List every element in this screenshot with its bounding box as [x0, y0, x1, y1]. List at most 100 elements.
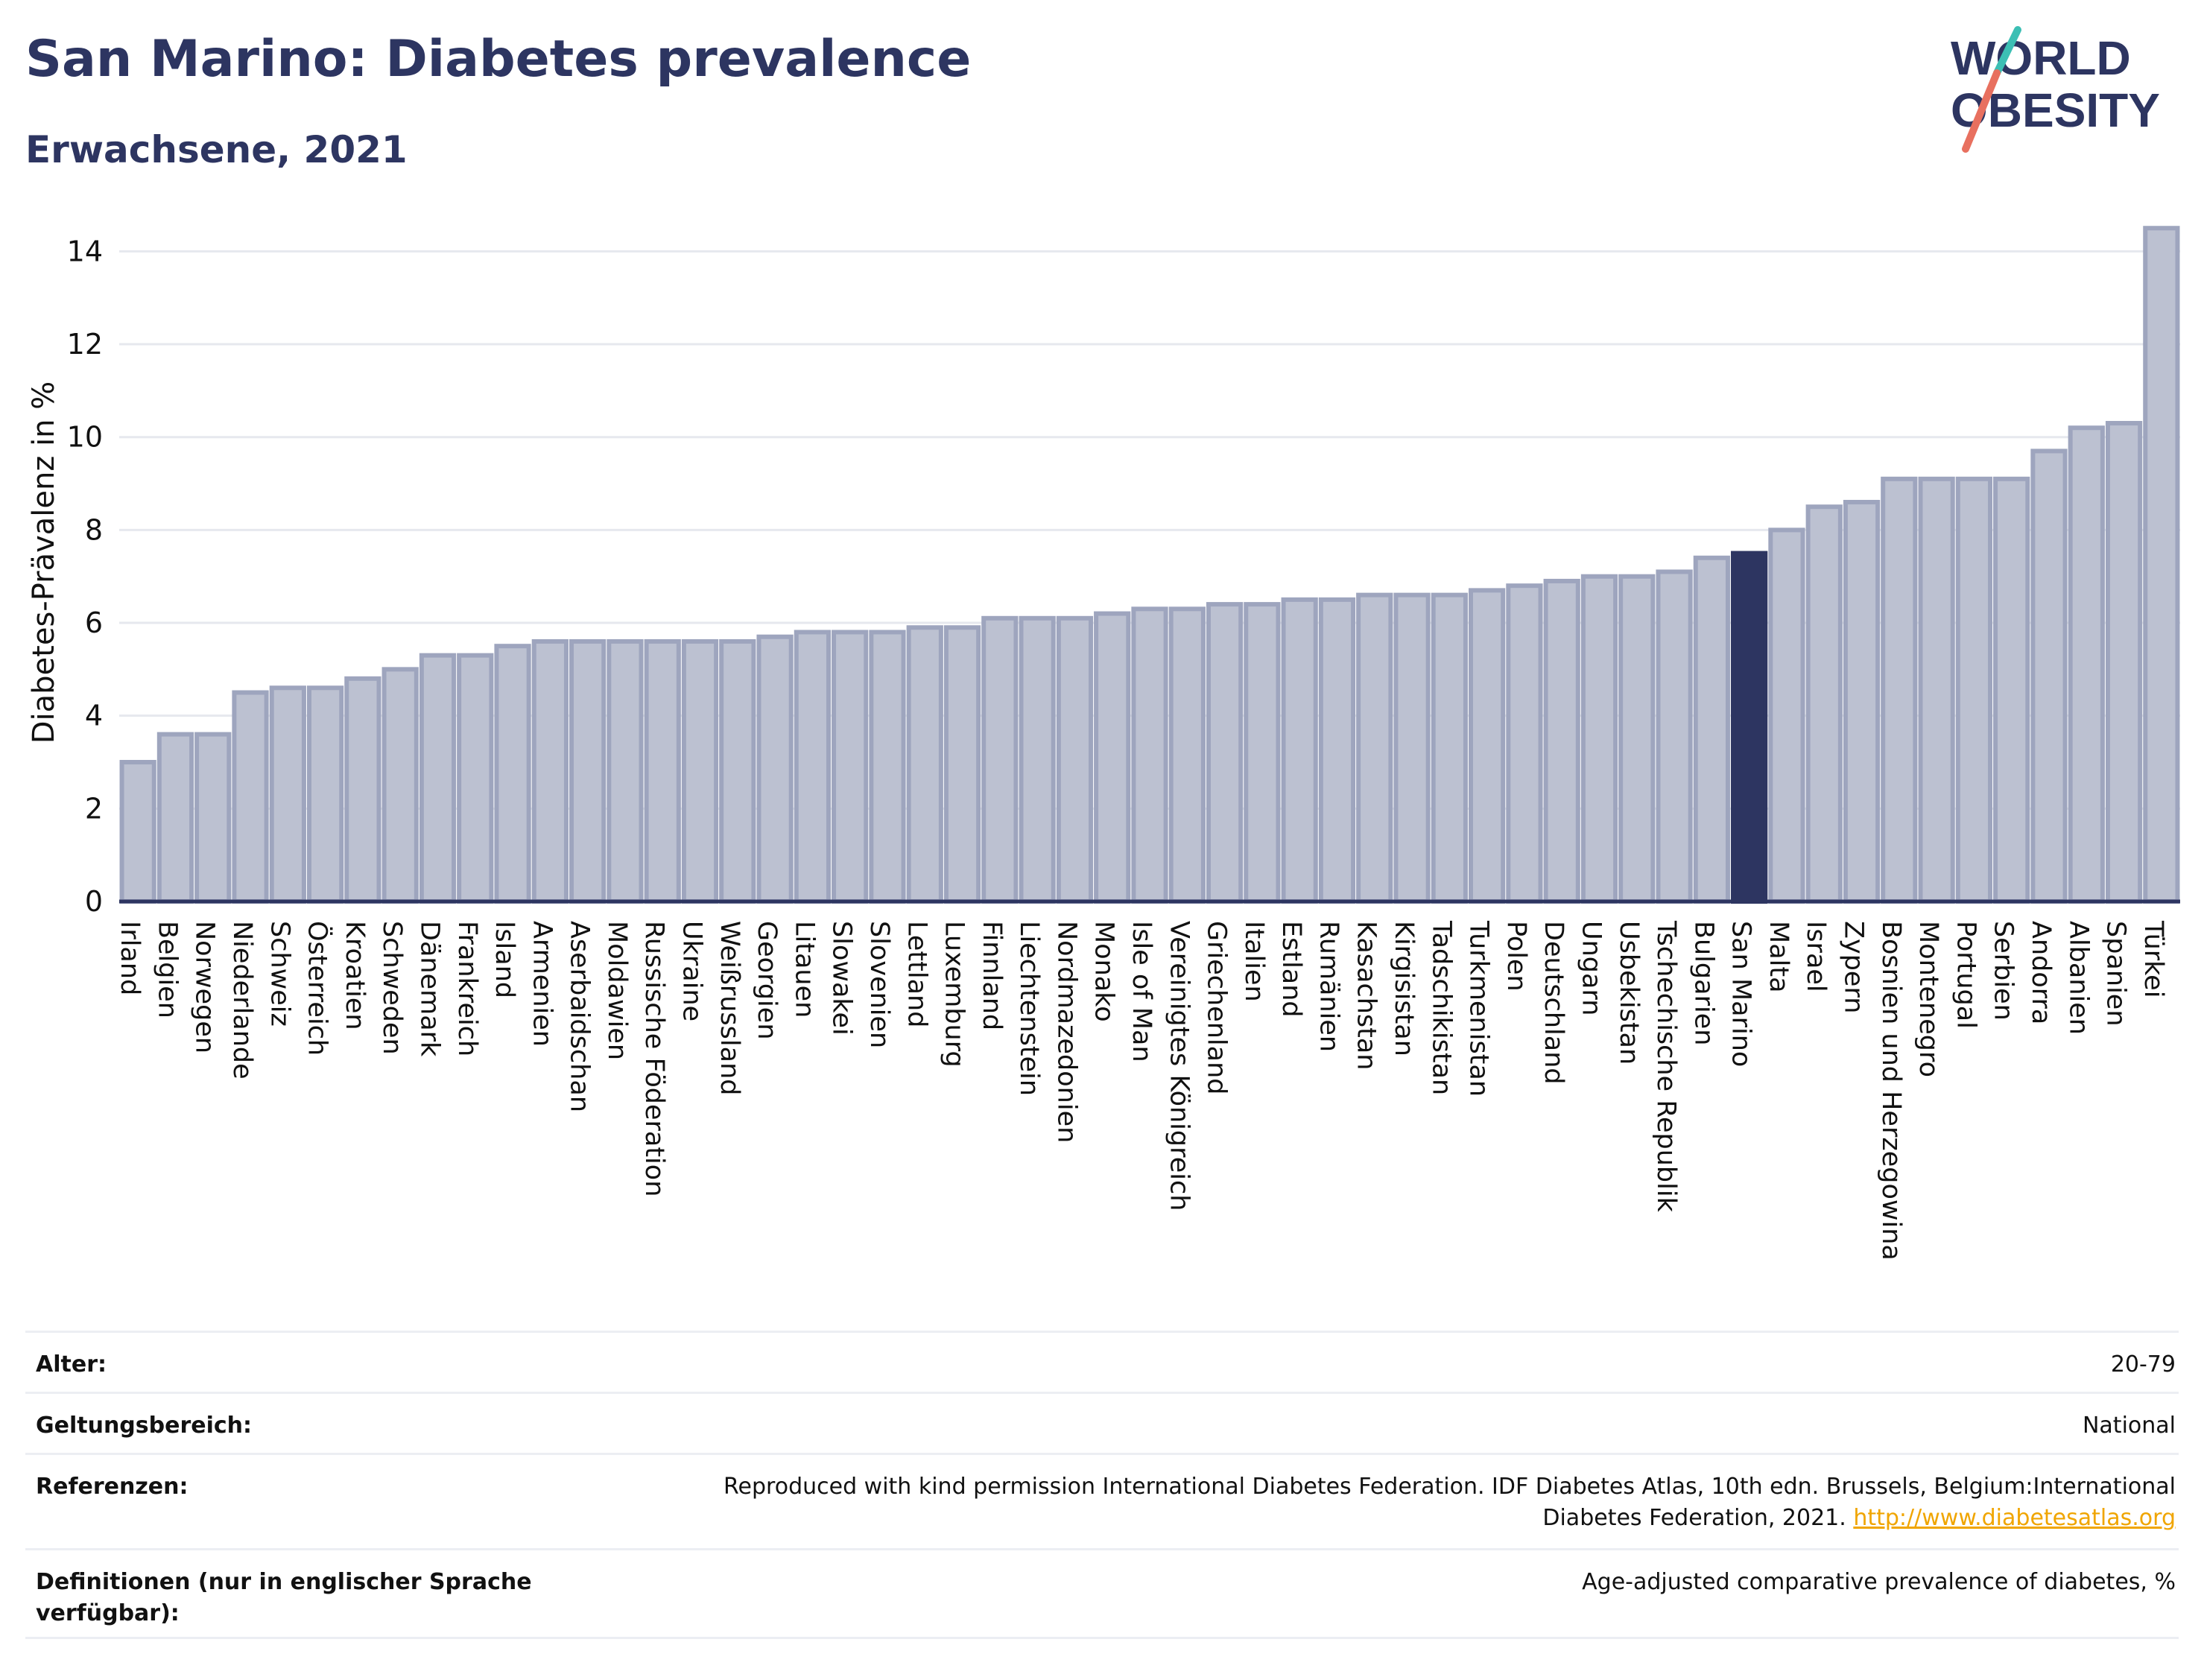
- bar[interactable]: [381, 667, 419, 904]
- bar[interactable]: [1244, 602, 1281, 904]
- bar[interactable]: [1918, 476, 1955, 904]
- meta-value-text: Reproduced with kind permission Internat…: [723, 1474, 2176, 1531]
- logo-text-world: WORLD: [1951, 31, 2131, 85]
- bar[interactable]: [832, 630, 869, 904]
- bars: [119, 226, 2180, 904]
- bar[interactable]: [494, 644, 531, 904]
- bar[interactable]: [419, 653, 457, 904]
- bar[interactable]: [1168, 606, 1206, 904]
- bar[interactable]: [1393, 592, 1431, 904]
- bar[interactable]: [1805, 504, 1843, 904]
- bar[interactable]: [981, 615, 1019, 904]
- bar[interactable]: [1281, 597, 1318, 904]
- bar[interactable]: [1356, 592, 1393, 904]
- bar[interactable]: [644, 638, 681, 904]
- bar[interactable]: [1656, 569, 1693, 904]
- bar-chart: 0 2 4 6 8 10 12 14 Irland Belgien Norwegen Niederl…: [27, 226, 2180, 1261]
- y-tick-label: 0: [85, 885, 103, 918]
- bar[interactable]: [531, 638, 569, 904]
- bar[interactable]: [906, 625, 943, 904]
- y-tick-label: 6: [85, 606, 103, 639]
- bar[interactable]: [794, 630, 832, 904]
- bar[interactable]: [1955, 476, 1993, 904]
- x-tick-label: Bulgarien: [1688, 921, 1718, 1045]
- bar[interactable]: [232, 690, 269, 904]
- bar[interactable]: [2143, 226, 2180, 904]
- x-tick-label: Georgien: [752, 921, 782, 1040]
- bar[interactable]: [457, 653, 494, 904]
- x-tick-label: Ungarn: [1576, 921, 1606, 1015]
- bar[interactable]: [681, 638, 719, 904]
- bar[interactable]: [1843, 499, 1881, 904]
- bar[interactable]: [269, 685, 306, 904]
- bar[interactable]: [119, 760, 156, 904]
- x-tick-label: Lettland: [902, 921, 931, 1027]
- x-tick-label: Griechenland: [1202, 921, 1232, 1094]
- y-tick-label: 2: [85, 792, 103, 825]
- x-tick-label: Tschechische Republik: [1651, 920, 1681, 1213]
- bar[interactable]: [194, 732, 232, 904]
- bar[interactable]: [1056, 615, 1094, 904]
- bar[interactable]: [1506, 583, 1543, 904]
- bar[interactable]: [607, 638, 644, 904]
- bar[interactable]: [1993, 476, 2030, 904]
- meta-row: Definitionen (nur in englischer Sprache …: [25, 1548, 2179, 1639]
- bar[interactable]: [1768, 527, 1805, 904]
- world-obesity-logo[interactable]: WORLD OBESITY: [1937, 22, 2191, 156]
- bar[interactable]: [2030, 448, 2068, 904]
- bar[interactable]: [2105, 421, 2143, 904]
- y-tick-label: 8: [85, 513, 103, 546]
- bar[interactable]: [1468, 588, 1506, 904]
- x-tick-label: Dänemark: [414, 921, 444, 1057]
- x-tick-label: Rumänien: [1314, 921, 1343, 1052]
- meta-label: Definitionen (nur in englischer Sprache …: [36, 1569, 532, 1626]
- x-tick-labels: Irland Belgien Norwegen Niederlande Schweiz Ö…: [115, 920, 2168, 1261]
- x-tick-label: Albanien: [2063, 921, 2093, 1035]
- x-tick-label: Litauen: [789, 921, 819, 1018]
- bar[interactable]: [1131, 606, 1168, 904]
- x-tick-label: Irland: [115, 921, 145, 995]
- x-tick-label: Serbien: [1989, 921, 2018, 1021]
- x-tick-label: Slowakei: [827, 921, 857, 1036]
- bar[interactable]: [156, 732, 194, 904]
- x-tick-label: Armenien: [527, 921, 557, 1047]
- logo-slash-teal: [1993, 26, 2021, 77]
- meta-value: Reproduced with kind permission Internat…: [648, 1471, 2179, 1534]
- x-tick-label: Israel: [1801, 921, 1831, 992]
- x-tick-label: Zypern: [1839, 921, 1869, 1013]
- x-tick-label: Liechtenstein: [1014, 921, 1044, 1096]
- x-tick-label: Aserbaidschan: [565, 921, 595, 1112]
- bar[interactable]: [1543, 578, 1580, 904]
- x-tick-label: Weißrussland: [715, 921, 744, 1095]
- bar[interactable]: [1431, 592, 1468, 904]
- x-tick-label: Moldawien: [602, 921, 632, 1060]
- x-tick-label: Kirgisistan: [1389, 921, 1419, 1056]
- bar[interactable]: [1881, 476, 1918, 904]
- x-tick-label: Bosnien und Herzegowina: [1876, 921, 1906, 1261]
- x-tick-label: Spanien: [2101, 921, 2131, 1027]
- bar[interactable]: [719, 638, 756, 904]
- y-tick-label: 12: [67, 328, 103, 361]
- bar[interactable]: [1206, 602, 1244, 904]
- bar[interactable]: [1318, 597, 1356, 904]
- bar[interactable]: [1693, 555, 1730, 904]
- bar[interactable]: [1580, 574, 1618, 904]
- bar[interactable]: [344, 676, 381, 904]
- bar[interactable]: [1094, 611, 1131, 904]
- bar[interactable]: [569, 638, 607, 904]
- reference-link[interactable]: http://www.diabetesatlas.org: [1853, 1505, 2176, 1531]
- bar[interactable]: [2068, 425, 2105, 904]
- meta-value: National: [2083, 1410, 2179, 1442]
- bar[interactable]: [1618, 574, 1656, 904]
- bar-highlight[interactable]: [1731, 551, 1768, 904]
- x-tick-label: Vereinigtes Königreich: [1164, 921, 1194, 1211]
- bar[interactable]: [943, 625, 981, 904]
- bar[interactable]: [756, 634, 794, 904]
- logo-slash-coral: [1962, 69, 2001, 153]
- bar[interactable]: [306, 685, 344, 904]
- x-tick-label: Portugal: [1951, 921, 1980, 1029]
- meta-label: Geltungsbereich:: [36, 1413, 253, 1439]
- x-tick-label: Monako: [1089, 921, 1119, 1022]
- bar[interactable]: [1019, 615, 1056, 904]
- bar[interactable]: [869, 630, 906, 904]
